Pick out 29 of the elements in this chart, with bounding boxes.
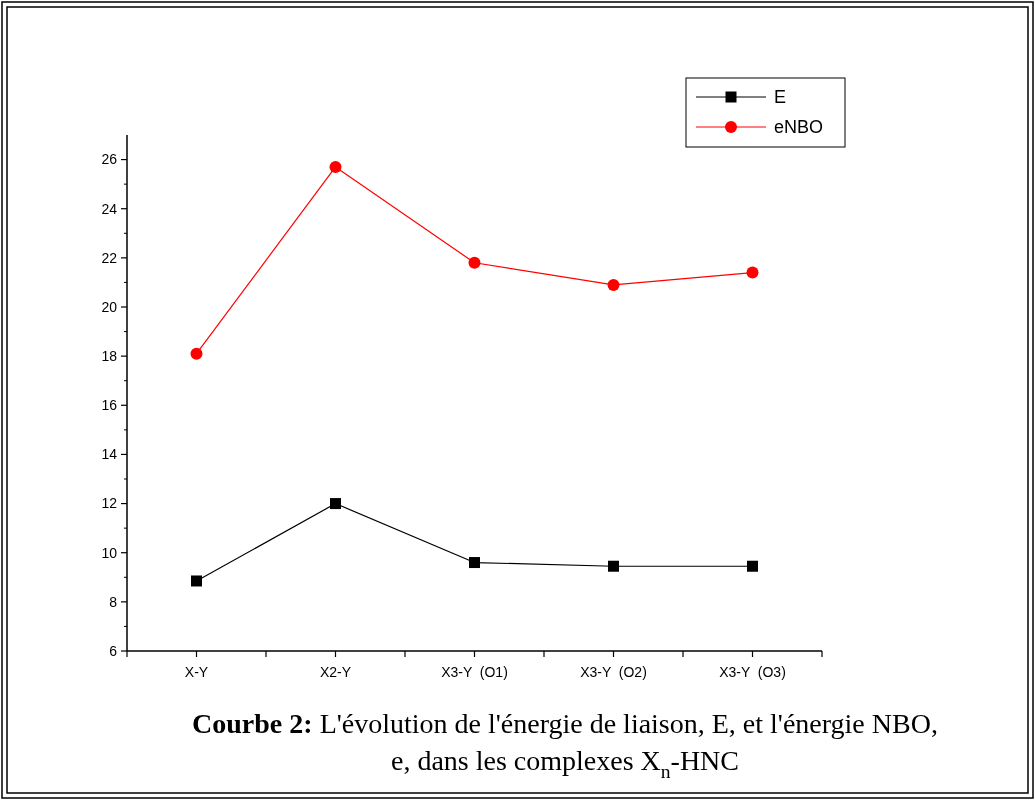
y-tick-label: 22: [101, 249, 118, 266]
point: [190, 347, 203, 360]
point: [191, 575, 202, 587]
y-tick-label: 26: [101, 151, 118, 168]
y-tick-label: 10: [101, 544, 118, 561]
x-tick-label: X3-Y (O3): [719, 664, 786, 680]
point: [330, 498, 341, 510]
y-tick-label: 24: [101, 200, 118, 217]
text: Courbe 2: L'évolution de l'énergie de liaison, E, et l'énergie NBO, e, dans les complexes X$_{n}$-HNC: [192, 708, 938, 782]
y-tick-label: 8: [109, 593, 118, 610]
y-tick-label: 16: [101, 397, 118, 414]
point: [746, 266, 759, 279]
point: [747, 560, 758, 572]
y-tick-label: 6: [109, 642, 118, 659]
point: [607, 278, 620, 291]
x-tick-label: X3-Y (O2): [580, 664, 647, 680]
point: [608, 560, 619, 572]
legend-label: eNBO: [774, 117, 824, 138]
point: [469, 557, 480, 569]
point: [468, 256, 481, 269]
x-tick-label: X3-Y (O1): [441, 664, 508, 680]
x-tick-label: X2-Y: [319, 664, 352, 680]
point: [329, 160, 342, 173]
y-tick-label: 12: [101, 495, 118, 512]
legend-label: E: [774, 87, 787, 108]
y-tick-label: 14: [101, 446, 118, 463]
y-tick-label: 20: [101, 298, 118, 315]
x-tick-label: X-Y: [184, 664, 209, 680]
y-tick-label: 18: [101, 348, 118, 365]
